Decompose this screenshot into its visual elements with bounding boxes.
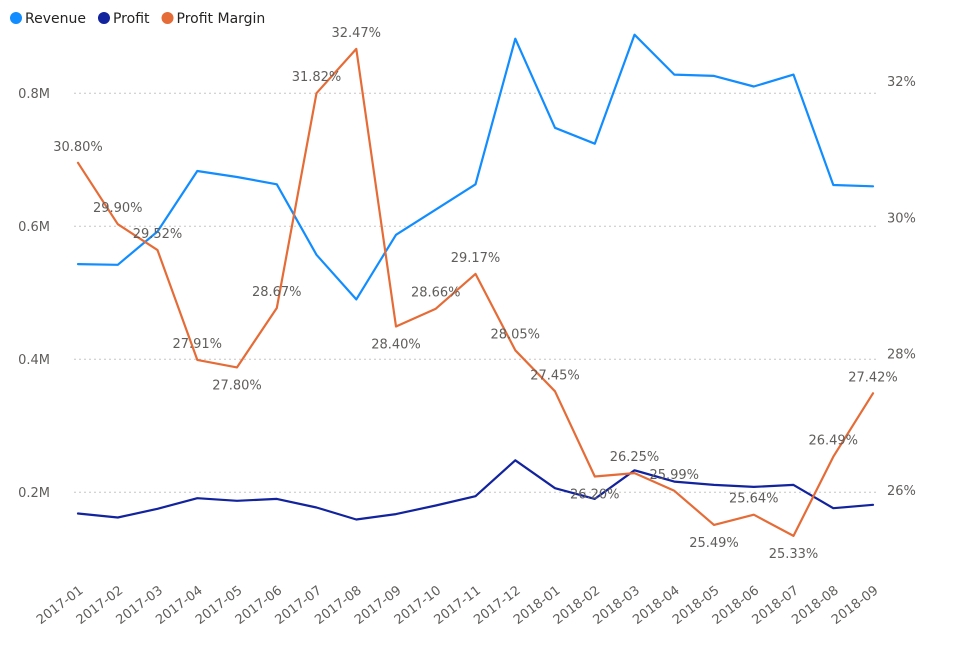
series-line-profit[interactable] (76, 459, 875, 521)
data-label: 26.20% (570, 488, 620, 503)
legend-label[interactable]: Revenue (25, 11, 86, 27)
left-axis-tick-label: 0.4M (18, 353, 50, 368)
data-label: 32.47% (331, 26, 381, 41)
right-axis-tick-label: 28% (887, 348, 916, 363)
legend-label[interactable]: Profit (113, 11, 150, 27)
gridlines (74, 92, 877, 493)
series-line-profit-margin[interactable] (76, 47, 875, 538)
data-label: 27.42% (848, 370, 898, 385)
data-label: 28.40% (371, 337, 421, 352)
right-axis: 26% 28% 30% 32% (887, 75, 916, 499)
right-axis-tick-label: 26% (887, 484, 916, 499)
x-axis: 2017-012017-022017-032017-042017-052017-… (34, 583, 881, 628)
left-axis: 0.2M 0.4M 0.6M 0.8M (18, 87, 50, 501)
data-label: 30.80% (53, 140, 103, 155)
data-label: 25.33% (769, 547, 819, 562)
data-label: 25.49% (689, 536, 739, 551)
legend-marker[interactable] (97, 12, 110, 24)
data-label: 26.49% (808, 434, 858, 449)
series-line-revenue[interactable] (76, 33, 875, 301)
data-labels: 30.80% 29.90% 29.52% 27.91% 27.80% 28.67% 31.8… (53, 26, 898, 562)
data-label: 29.52% (133, 227, 183, 242)
data-label: 27.91% (172, 337, 222, 352)
series-lines (76, 33, 875, 538)
data-label: 25.99% (649, 468, 699, 483)
left-axis-tick-label: 0.6M (18, 220, 50, 235)
legend-label[interactable]: Profit Margin (177, 11, 266, 27)
right-axis-tick-label: 30% (887, 211, 916, 226)
legend-marker[interactable] (10, 12, 22, 24)
data-label: 28.66% (411, 286, 461, 301)
legend-marker[interactable] (161, 12, 174, 24)
data-label: 26.25% (610, 450, 660, 465)
data-label: 28.05% (490, 327, 540, 342)
data-label: 27.80% (212, 378, 262, 393)
data-label: 29.17% (451, 251, 501, 266)
left-axis-tick-label: 0.2M (18, 486, 50, 501)
data-label: 28.67% (252, 285, 302, 300)
data-label: 31.82% (292, 70, 342, 85)
right-axis-tick-label: 32% (887, 75, 916, 90)
data-label: 29.90% (93, 201, 143, 216)
left-axis-tick-label: 0.8M (18, 87, 50, 102)
data-label: 27.45% (530, 368, 580, 383)
legend[interactable]: Revenue Profit Profit Margin (10, 11, 265, 27)
data-label: 25.64% (729, 492, 779, 507)
